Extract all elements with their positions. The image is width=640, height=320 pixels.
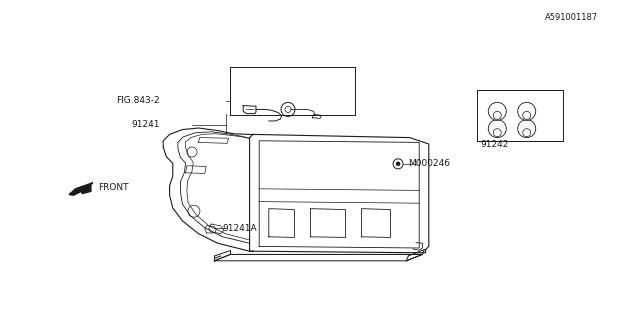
Circle shape: [518, 120, 536, 138]
Text: 91241A: 91241A: [223, 224, 257, 233]
Circle shape: [396, 162, 400, 166]
Polygon shape: [69, 183, 93, 195]
Text: 91241: 91241: [131, 120, 160, 129]
Circle shape: [518, 102, 536, 120]
Text: A591001187: A591001187: [545, 13, 598, 22]
Circle shape: [393, 159, 403, 169]
Circle shape: [488, 120, 506, 138]
Circle shape: [488, 102, 506, 120]
Text: 91242: 91242: [480, 140, 508, 149]
Text: M000246: M000246: [408, 159, 451, 168]
Text: FIG.843-2: FIG.843-2: [116, 96, 160, 105]
Circle shape: [281, 102, 295, 116]
Text: FRONT: FRONT: [98, 183, 129, 192]
